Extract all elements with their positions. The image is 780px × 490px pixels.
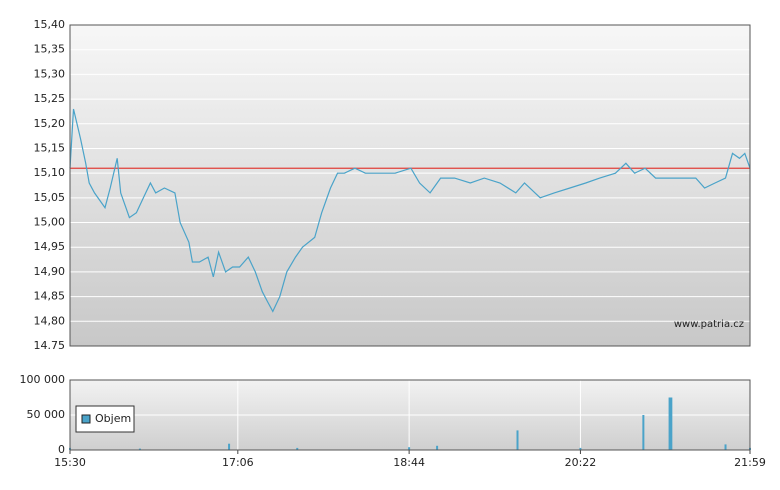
y-tick-label: 14,80 bbox=[34, 314, 66, 327]
volume-bar bbox=[670, 397, 673, 450]
y-tick-label: 15,05 bbox=[34, 191, 66, 204]
y-tick-label: 15,10 bbox=[34, 166, 66, 179]
y-tick-label: 15,35 bbox=[34, 43, 66, 56]
plot-frame bbox=[69, 379, 751, 451]
volume-bar bbox=[138, 448, 141, 450]
volume-bar bbox=[668, 397, 671, 450]
price-line bbox=[69, 108, 751, 313]
volume-bar bbox=[642, 415, 645, 450]
y-tick-label: 14,90 bbox=[34, 265, 66, 278]
volume-bar bbox=[436, 445, 439, 450]
plot-frame bbox=[69, 24, 751, 347]
volume-bar bbox=[516, 430, 519, 450]
y-tick-label: 15,00 bbox=[34, 216, 66, 229]
y-tick-label: 50 000 bbox=[27, 408, 66, 421]
price-plot-bg bbox=[70, 25, 750, 346]
y-tick-label: 0 bbox=[58, 443, 65, 456]
x-tick-label: 18:44 bbox=[393, 456, 425, 469]
y-tick-label: 15,30 bbox=[34, 67, 66, 80]
y-tick-label: 15,25 bbox=[34, 92, 66, 105]
y-tick-label: 15,40 bbox=[34, 18, 66, 31]
volume-bar bbox=[296, 447, 299, 450]
volume-bar bbox=[228, 443, 231, 450]
x-tick-label: 17:06 bbox=[222, 456, 254, 469]
y-tick-label: 15,20 bbox=[34, 117, 66, 130]
y-tick-label: 14,95 bbox=[34, 240, 66, 253]
y-tick-label: 15,15 bbox=[34, 141, 66, 154]
volume-bar bbox=[408, 447, 411, 450]
x-tick-label: 15:30 bbox=[54, 456, 86, 469]
legend-label: Objem bbox=[95, 412, 131, 425]
x-tick-label: 21:59 bbox=[734, 456, 766, 469]
volume-bar bbox=[579, 447, 582, 450]
volume-bar bbox=[724, 444, 727, 450]
y-tick-label: 14,85 bbox=[34, 290, 66, 303]
x-tick-label: 20:22 bbox=[565, 456, 597, 469]
watermark: www.patria.cz bbox=[674, 319, 744, 330]
y-tick-label: 100 000 bbox=[20, 373, 66, 386]
legend-swatch bbox=[81, 414, 91, 424]
y-tick-label: 14.75 bbox=[34, 339, 66, 352]
